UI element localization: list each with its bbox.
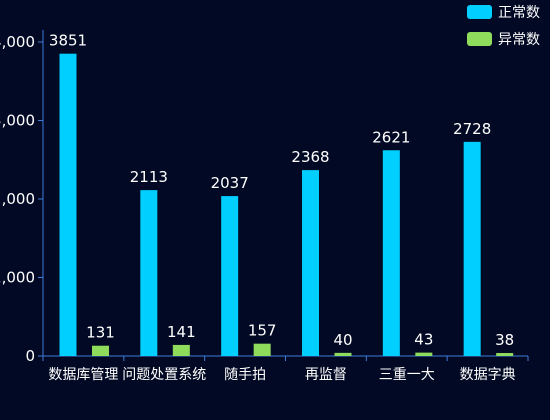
x-tick-label: 再监督 — [305, 367, 347, 383]
legend-label: 正常数 — [498, 5, 540, 21]
legend-label: 异常数 — [498, 32, 540, 48]
y-tick-label: 4,000 — [0, 33, 35, 51]
bar-normal[interactable] — [463, 141, 481, 356]
data-label: 157 — [248, 322, 277, 340]
legend-swatch — [467, 5, 492, 19]
data-labels: 3851 2113 2037 2368 2621 2728 131 141 157 40 43 38 — [49, 32, 514, 349]
data-label: 40 — [333, 331, 352, 349]
data-label: 2113 — [130, 168, 168, 186]
data-label: 2037 — [211, 174, 249, 192]
bar-normal[interactable] — [302, 170, 319, 356]
bar-abnormal[interactable] — [334, 352, 352, 356]
data-label: 141 — [167, 323, 196, 341]
y-tick-label: 1,000 — [0, 269, 35, 287]
data-label: 2728 — [453, 120, 491, 138]
bar-normal[interactable] — [140, 190, 158, 356]
data-label: 3851 — [49, 32, 87, 50]
legend-item[interactable]: 异常数 — [467, 32, 540, 48]
legend-item[interactable]: 正常数 — [467, 5, 540, 21]
data-label: 38 — [495, 331, 514, 349]
legend-swatch — [467, 32, 492, 46]
x-tick-label: 三重一大 — [379, 367, 435, 383]
data-label: 2621 — [372, 128, 410, 146]
bar-abnormal[interactable] — [92, 345, 109, 356]
y-axis: 0 1,000 2,000 3,000 4,000 — [0, 30, 44, 365]
data-label: 43 — [414, 331, 433, 349]
bar-abnormal[interactable] — [496, 353, 514, 356]
bar-abnormal[interactable] — [253, 343, 271, 356]
bar-abnormal[interactable] — [172, 344, 190, 356]
bars — [59, 53, 514, 356]
x-tick-label: 随手拍 — [224, 367, 266, 383]
x-tick-label: 数据字典 — [460, 367, 516, 383]
bar-normal[interactable] — [59, 53, 77, 356]
x-tick-label: 数据库管理 — [48, 367, 118, 383]
y-tick-label: 3,000 — [0, 112, 35, 130]
bar-normal[interactable] — [221, 196, 239, 356]
data-label: 131 — [86, 324, 115, 342]
x-axis: 数据库管理 问题处置系统 随手拍 再监督 三重一大 数据字典 — [42, 355, 529, 383]
y-tick-label: 0 — [25, 347, 35, 365]
x-tick-label: 问题处置系统 — [122, 367, 206, 383]
bar-normal[interactable] — [382, 150, 400, 356]
y-tick-label: 2,000 — [0, 190, 35, 208]
bar-abnormal[interactable] — [415, 352, 433, 356]
data-label: 2368 — [291, 148, 329, 166]
